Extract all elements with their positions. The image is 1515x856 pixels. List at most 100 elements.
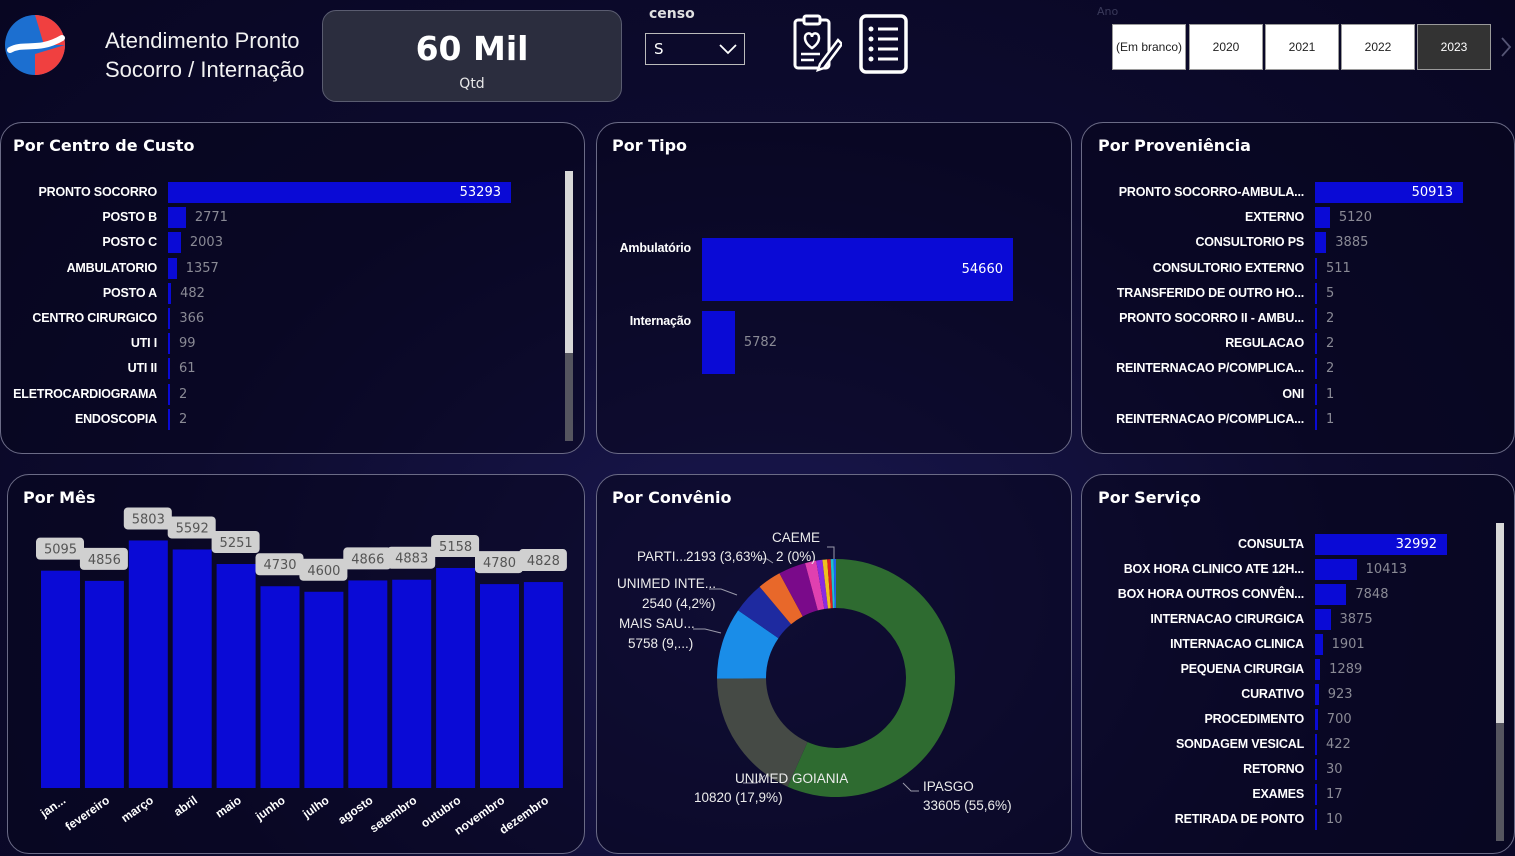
bar[interactable]	[1315, 207, 1330, 229]
bar-label: BOX HORA CLINICO ATE 12H...	[1123, 562, 1304, 576]
bar[interactable]	[1315, 333, 1317, 355]
month-bar[interactable]	[523, 582, 563, 788]
bar[interactable]	[702, 311, 735, 374]
panel-title-tipo: Por Tipo	[612, 136, 688, 155]
bar[interactable]	[1315, 759, 1317, 780]
bar-value-label: 1357	[185, 260, 219, 276]
slice-label: UNIMED INTE...	[617, 576, 716, 591]
list-icon[interactable]	[858, 14, 910, 74]
bar[interactable]	[1315, 408, 1317, 430]
month-bar[interactable]	[260, 586, 300, 788]
donut-slice[interactable]	[779, 563, 818, 617]
bar[interactable]	[1315, 308, 1317, 329]
bar[interactable]	[1315, 784, 1317, 805]
month-bar[interactable]	[480, 584, 519, 788]
donut-slice[interactable]	[816, 559, 828, 609]
bar[interactable]	[1315, 534, 1447, 555]
data-label: 5158	[439, 540, 472, 555]
month-bar[interactable]	[84, 580, 124, 788]
bar[interactable]	[168, 257, 177, 279]
bar[interactable]	[1315, 232, 1327, 254]
leader-line	[693, 628, 722, 634]
month-bar[interactable]	[392, 579, 432, 788]
bar[interactable]	[1315, 358, 1317, 380]
bar[interactable]	[1315, 559, 1357, 580]
bar[interactable]	[1315, 609, 1331, 630]
bar-value-label: 511	[1326, 260, 1351, 276]
bar-label: REINTERNACAO P/COMPLICA...	[1116, 411, 1304, 426]
bar-label: POSTO C	[102, 235, 157, 250]
data-label-box	[431, 534, 480, 557]
slice-label: MAIS SAU...	[619, 616, 695, 631]
data-label-box	[343, 547, 392, 570]
bar[interactable]	[1315, 809, 1317, 830]
data-label-box	[518, 549, 567, 572]
donut-slice[interactable]	[833, 559, 836, 609]
month-bar[interactable]	[172, 549, 212, 788]
bar[interactable]	[168, 333, 170, 355]
donut-slice[interactable]	[805, 560, 825, 611]
panel-title-convenio: Por Convênio	[612, 488, 732, 507]
bar[interactable]	[1315, 282, 1317, 304]
month-bar[interactable]	[41, 570, 80, 788]
bar[interactable]	[168, 308, 171, 329]
bar[interactable]	[1315, 584, 1347, 605]
donut-slice[interactable]	[759, 573, 803, 625]
year-button-2021[interactable]: 2021	[1265, 24, 1339, 70]
panel-title-servico: Por Serviço	[1098, 488, 1201, 507]
slice-label: IPASGO	[923, 779, 974, 794]
donut-slice[interactable]	[717, 610, 779, 679]
donut-slice[interactable]	[830, 559, 835, 609]
bar[interactable]	[168, 232, 181, 254]
medical-report-icon[interactable]	[790, 14, 844, 74]
bar[interactable]	[1315, 734, 1317, 755]
panel-servico: Por Serviço CONSULTA 32992 BOX HORA CLINIC…	[1081, 474, 1515, 854]
year-button-2023[interactable]: 2023	[1417, 24, 1491, 70]
bar-value-label: 482	[180, 285, 205, 301]
donut-slice[interactable]	[717, 678, 808, 787]
bar-label: Internação	[629, 314, 691, 328]
bar[interactable]	[1315, 634, 1323, 655]
bar[interactable]	[1315, 684, 1319, 705]
month-bar[interactable]	[348, 580, 388, 788]
donut-slice[interactable]	[822, 559, 831, 609]
donut-slice[interactable]	[827, 559, 833, 609]
bar[interactable]	[168, 358, 170, 380]
data-label: 5251	[220, 536, 253, 551]
scrollbar-thumb[interactable]	[1496, 523, 1504, 723]
month-bar[interactable]	[304, 591, 344, 788]
month-bar[interactable]	[216, 564, 256, 788]
data-label: 5803	[132, 512, 165, 527]
bar-label: PEQUENA CIRURGIA	[1180, 662, 1305, 676]
bar-value-label: 1901	[1331, 637, 1365, 652]
scrollbar-thumb[interactable]	[565, 171, 573, 353]
bar[interactable]	[168, 282, 172, 304]
month-bar[interactable]	[128, 540, 168, 788]
data-label-box	[387, 546, 436, 569]
chart-convenio: IPASGO 33605 (55,6%) UNIMED GOIANIA 10820 (…	[617, 530, 1012, 813]
bar[interactable]	[1315, 383, 1317, 405]
bar[interactable]	[1315, 182, 1463, 203]
kpi-card: 60 Mil Qtd	[322, 10, 622, 102]
year-button-2022[interactable]: 2022	[1341, 24, 1415, 70]
x-tick-label: setembro	[367, 793, 419, 835]
bar[interactable]	[1315, 659, 1321, 680]
year-button-2020[interactable]: 2020	[1189, 24, 1263, 70]
month-bar[interactable]	[436, 567, 476, 788]
bar[interactable]	[1315, 257, 1317, 279]
donut-slice[interactable]	[787, 559, 955, 797]
donut-slice[interactable]	[738, 586, 792, 639]
bar[interactable]	[1315, 709, 1318, 730]
bar[interactable]	[702, 238, 1013, 301]
censo-dropdown[interactable]: S	[645, 33, 745, 65]
bar[interactable]	[168, 182, 511, 203]
bar[interactable]	[168, 408, 170, 430]
bar[interactable]	[168, 383, 170, 405]
data-label: 4866	[351, 552, 384, 567]
year-button-blank[interactable]: (Em branco)	[1112, 24, 1186, 70]
chevron-right-icon[interactable]	[1500, 36, 1512, 58]
bar[interactable]	[168, 207, 186, 229]
data-label-box	[211, 531, 260, 554]
bar-value-label: 5782	[743, 335, 777, 350]
bar-value-label: 2	[179, 411, 188, 427]
